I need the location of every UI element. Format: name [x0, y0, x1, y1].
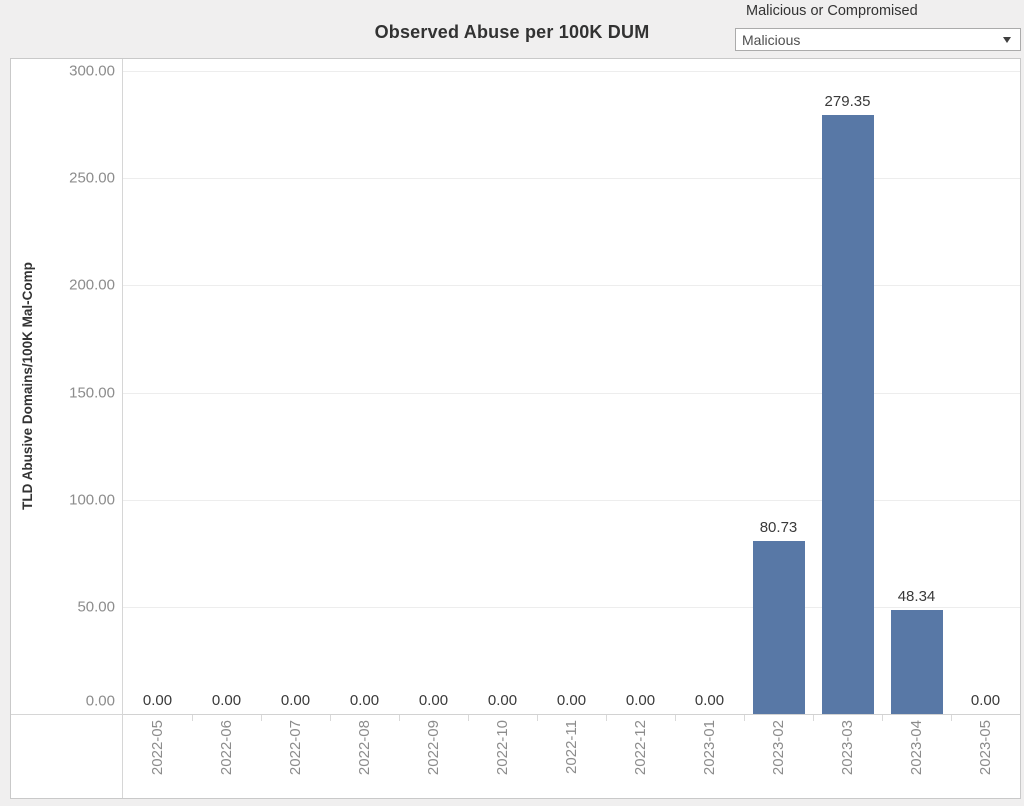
x-tick-label: 2022-09: [425, 720, 442, 776]
malicious-compromised-dropdown[interactable]: Malicious: [735, 28, 1021, 51]
bar-column: 0.00: [399, 59, 468, 714]
bar-value-label: 0.00: [142, 692, 173, 709]
y-tick-label: 100.00: [69, 491, 115, 509]
bar-value-label: 0.00: [694, 692, 725, 709]
bar-value-label: 0.00: [625, 692, 656, 709]
column-boundary-tick: [951, 715, 952, 721]
x-tick: 2023-04: [882, 715, 951, 798]
gridline: [123, 285, 1020, 287]
x-tick-label: 2023-04: [908, 720, 925, 776]
bar-column: 0.00: [261, 59, 330, 714]
x-tick: 2023-03: [813, 715, 882, 798]
bar-value-label: 0.00: [280, 692, 311, 709]
bar-value-label: 279.35: [824, 93, 871, 111]
bar[interactable]: [890, 610, 943, 714]
column-boundary-tick: [537, 715, 538, 721]
x-tick: 2022-05: [123, 715, 192, 798]
gridline: [123, 499, 1020, 501]
page-title: Observed Abuse per 100K DUM: [374, 22, 650, 42]
x-tick: 2022-09: [399, 715, 468, 798]
x-tick: 2023-05: [951, 715, 1020, 798]
bar-column: 0.00: [951, 59, 1020, 714]
x-tick: 2022-07: [261, 715, 330, 798]
axis-corner-cell: [11, 714, 123, 798]
x-tick-label: 2022-12: [632, 720, 649, 776]
x-tick-label: 2022-08: [356, 720, 373, 776]
bar-value-label: 80.73: [759, 518, 798, 536]
y-axis-area: TLD Abusive Domains/100K Mal-Comp 0.00 50…: [11, 59, 123, 714]
dropdown-selected-value: Malicious: [742, 31, 801, 48]
column-boundary-tick: [399, 715, 400, 721]
gridline: [123, 606, 1020, 608]
x-tick: 2022-11: [537, 715, 606, 798]
chart-container: TLD Abusive Domains/100K Mal-Comp 0.00 50…: [10, 58, 1021, 799]
bar-column: 48.34: [882, 59, 951, 714]
x-tick: 2022-06: [192, 715, 261, 798]
bar-column: 0.00: [675, 59, 744, 714]
x-tick-label: 2023-02: [770, 720, 787, 776]
gridline: [123, 178, 1020, 180]
chevron-down-icon: [1003, 36, 1011, 43]
y-tick-label: 250.00: [69, 169, 115, 187]
bar[interactable]: [752, 540, 805, 714]
column-boundary-tick: [192, 715, 193, 721]
column-boundary-tick: [261, 715, 262, 721]
bar-value-label: 0.00: [556, 692, 587, 709]
x-tick: 2022-10: [468, 715, 537, 798]
x-tick-label: 2023-03: [839, 720, 856, 776]
x-tick-label: 2022-10: [494, 720, 511, 776]
column-boundary-tick: [468, 715, 469, 721]
x-tick-label: 2022-11: [563, 720, 580, 774]
x-axis-area: 2022-05 2022-06 2022-07 2022-08 2022-09 2022-…: [123, 715, 1020, 798]
bar-column: 80.73: [744, 59, 813, 714]
bar-value-label: 0.00: [211, 692, 242, 709]
x-tick-label: 2022-06: [218, 720, 235, 776]
x-tick: 2023-01: [675, 715, 744, 798]
y-axis-title: TLD Abusive Domains/100K Mal-Comp: [20, 262, 35, 510]
column-boundary-tick: [606, 715, 607, 721]
bar-value-label: 0.00: [418, 692, 449, 709]
bar-column: 0.00: [330, 59, 399, 714]
column-boundary-tick: [813, 715, 814, 721]
gridline: [123, 392, 1020, 394]
bar-value-label: 48.34: [897, 588, 936, 606]
x-tick-label: 2022-07: [287, 720, 304, 776]
x-tick-label: 2023-05: [977, 720, 994, 776]
bar-value-label: 0.00: [970, 692, 1001, 709]
column-boundary-tick: [330, 715, 331, 721]
column-boundary-tick: [744, 715, 745, 721]
y-tick-label: 300.00: [69, 62, 115, 80]
x-tick: 2022-12: [606, 715, 675, 798]
x-tick: 2023-02: [744, 715, 813, 798]
bar-value-label: 0.00: [349, 692, 380, 709]
column-boundary-tick: [675, 715, 676, 721]
bar-value-label: 0.00: [487, 692, 518, 709]
y-tick-label: 0.00: [85, 692, 115, 710]
bar-column: 0.00: [537, 59, 606, 714]
bar-column: 0.00: [123, 59, 192, 714]
x-tick-label: 2023-01: [701, 720, 718, 776]
filter-label: Malicious or Compromised: [746, 3, 918, 19]
gridline: [123, 71, 1020, 72]
column-boundary-tick: [882, 715, 883, 721]
bar-column: 0.00: [192, 59, 261, 714]
bar-column: 0.00: [468, 59, 537, 714]
bar-column: 0.00: [606, 59, 675, 714]
x-tick-label: 2022-05: [149, 720, 166, 776]
bar-column: 279.35: [813, 59, 882, 714]
y-tick-label: 50.00: [77, 598, 115, 616]
y-tick-label: 200.00: [69, 276, 115, 294]
bar[interactable]: [821, 115, 874, 714]
y-tick-label: 150.00: [69, 384, 115, 401]
x-tick: 2022-08: [330, 715, 399, 798]
plot-area: 0.00 0.00 0.00 0.00 0.00 0.00 0.00 0.00 0.00 80.7…: [123, 59, 1020, 715]
